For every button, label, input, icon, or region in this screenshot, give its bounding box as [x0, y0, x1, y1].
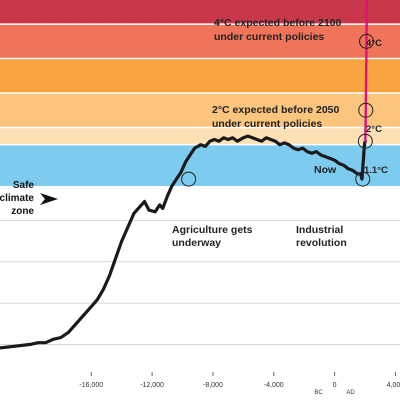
- annotation-industrial-line-2: revolution: [296, 237, 347, 249]
- safe-zone-line-1: Safe: [13, 180, 35, 191]
- safe-zone-line-2: climate: [0, 193, 34, 204]
- walking-people-icon: [215, 189, 238, 214]
- band-3-4: [0, 24, 400, 59]
- annotation-2c-line-2: under current policies: [212, 118, 322, 130]
- arrow-right-icon: [40, 193, 58, 205]
- annotation-marker-3: [358, 102, 374, 118]
- human-label: HUMAN: [182, 202, 213, 211]
- human-civilisation-marker: HUMAN CIVILISATION: [182, 189, 293, 214]
- x-axis: -16,000 -12,000 -8,000 -4,000 0 4,000 BC AD: [79, 372, 400, 396]
- x-tick-label: -12,000: [140, 382, 164, 389]
- temperature-history-line: [0, 134, 367, 350]
- annotation-industrial-line-1: Industrial: [296, 224, 343, 236]
- annotation-marker-0: [181, 171, 197, 187]
- x-tick-label: -4,000: [264, 382, 284, 389]
- band-1-1.5: [0, 127, 400, 145]
- x-tick-label: -16,000: [79, 382, 103, 389]
- band-1.5-2: [0, 93, 400, 128]
- era-label-ad: AD: [346, 390, 355, 396]
- annotation-texts: 4°C expected before 2100 under current p…: [172, 17, 388, 249]
- safe-zone-line-3: zone: [11, 206, 34, 217]
- level-4c: 4°C: [366, 38, 382, 49]
- annotation-agriculture-line-1: Agriculture gets: [172, 224, 253, 236]
- x-tick-label: -8,000: [203, 382, 223, 389]
- series-group: [0, 0, 369, 350]
- annotation-agriculture-line-2: underway: [172, 237, 221, 249]
- temperature-bands: [0, 0, 400, 186]
- annotation-2c-line-1: 2°C expected before 2050: [212, 104, 340, 116]
- band-4C+: [0, 0, 400, 25]
- annotation-markers: [181, 33, 375, 187]
- era-label-bc: BC: [314, 390, 323, 396]
- x-tick-label: 4,000: [387, 382, 400, 389]
- band-safe: [0, 144, 400, 186]
- band-2-3: [0, 58, 400, 93]
- x-tick-label: 0: [333, 382, 337, 389]
- annotation-marker-1: [355, 171, 371, 187]
- annotation-4c-line-2: under current policies: [214, 31, 324, 43]
- level-2c: 2°C: [366, 124, 382, 135]
- safe-zone-label: Safe climate zone: [0, 180, 58, 217]
- level-1-1c: 1.1°C: [364, 165, 388, 176]
- annotation-4c-line-1: 4°C expected before 2100: [214, 17, 342, 29]
- projection-line: [364, 0, 369, 143]
- annotation-now: Now: [314, 164, 337, 176]
- gridlines: [0, 219, 400, 345]
- civilisation-label: CIVILISATION: [238, 202, 293, 211]
- annotation-marker-2: [357, 133, 373, 149]
- annotation-marker-4: [359, 33, 375, 49]
